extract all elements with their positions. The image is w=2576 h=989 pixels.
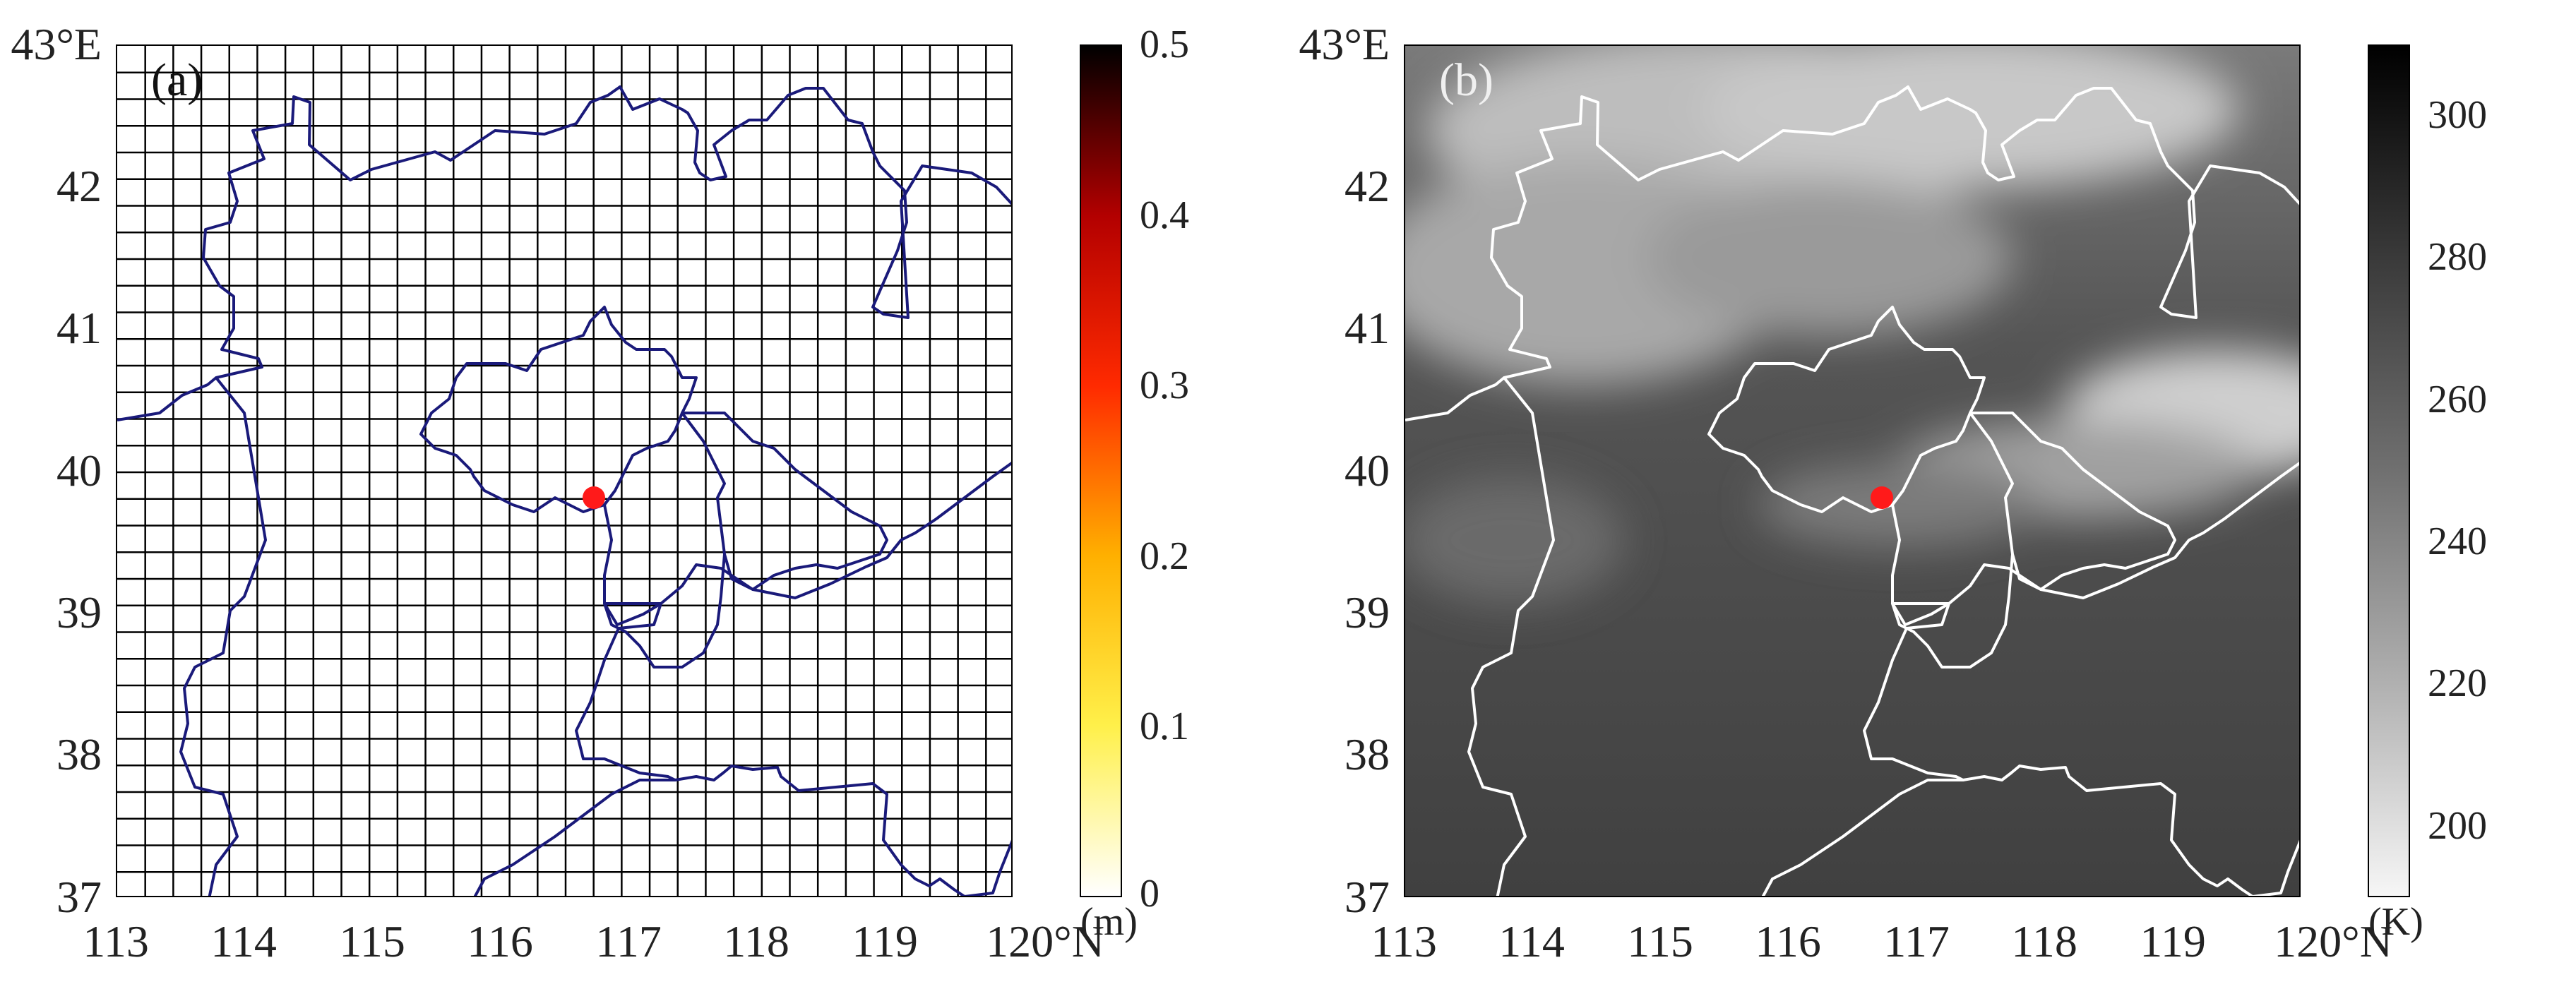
station-marker bbox=[1870, 486, 1893, 510]
panel-a: (a) 43°E 42 41 40 39 38 37 113 114 115 1… bbox=[11, 19, 1189, 966]
x-tick-label: 113 bbox=[1371, 916, 1437, 966]
y-tick-label: 37 bbox=[56, 872, 102, 922]
beijing-boundary bbox=[419, 306, 698, 513]
tianjin-boundary bbox=[681, 412, 888, 591]
hebei-western-boundary bbox=[179, 376, 267, 896]
x-tick-label: 117 bbox=[595, 916, 662, 966]
x-tick-label: 115 bbox=[1627, 916, 1693, 966]
x-tick-label: 114 bbox=[210, 916, 277, 966]
hebei-outer-boundary bbox=[117, 85, 1011, 421]
inner-boundary-line bbox=[603, 504, 726, 669]
x-tick-label: 120°N bbox=[986, 916, 1104, 966]
colorbar bbox=[2368, 44, 2410, 897]
y-tick-label: 38 bbox=[1344, 729, 1390, 779]
y-tick-label: 43°E bbox=[11, 19, 102, 69]
shandong-henan-boundary bbox=[1761, 779, 1963, 896]
model-grid bbox=[117, 46, 1011, 896]
panel-label-a: (a) bbox=[151, 54, 203, 106]
x-tick-label: 118 bbox=[2011, 916, 2077, 966]
beijing-boundary bbox=[1707, 306, 1986, 513]
hebei-southern-boundary bbox=[1863, 461, 2299, 896]
x-tick-label: 115 bbox=[339, 916, 405, 966]
x-tick-label: 116 bbox=[1755, 916, 1821, 966]
map-canvas bbox=[117, 46, 1011, 896]
x-tick-label: 120°N bbox=[2274, 916, 2392, 966]
colorbar bbox=[1080, 44, 1122, 897]
colorbar-tick-label: 240 bbox=[2428, 520, 2487, 563]
colorbar-tick-label: 200 bbox=[2428, 804, 2487, 848]
y-tick-label: 40 bbox=[56, 445, 102, 496]
x-tick-label: 114 bbox=[1498, 916, 1565, 966]
y-tick-label: 42 bbox=[1344, 161, 1390, 211]
y-tick-label: 39 bbox=[1344, 587, 1390, 637]
panel-label-b: (b) bbox=[1439, 54, 1493, 106]
colorbar-tick-label: 0.3 bbox=[1140, 364, 1189, 407]
y-tick-label: 41 bbox=[1344, 303, 1390, 353]
shandong-henan-boundary bbox=[473, 779, 675, 896]
y-tick-label: 37 bbox=[1344, 872, 1390, 922]
x-tick-label: 119 bbox=[2140, 916, 2206, 966]
y-tick-label: 40 bbox=[1344, 445, 1390, 496]
x-tick-label: 116 bbox=[467, 916, 533, 966]
satellite-canvas bbox=[1405, 46, 2299, 896]
colorbar-tick-label: 220 bbox=[2428, 661, 2487, 705]
colorbar-unit-label: (m) bbox=[1080, 900, 1138, 944]
colorbar-tick-label: 0.2 bbox=[1140, 534, 1189, 578]
hebei-southern-boundary bbox=[575, 461, 1011, 896]
colorbar-tick-label: 0.4 bbox=[1140, 193, 1189, 237]
province-boundaries bbox=[1405, 85, 2299, 896]
y-tick-label: 42 bbox=[56, 161, 102, 211]
tianjin-boundary bbox=[1969, 412, 2176, 591]
colorbar-tick-label: 0.1 bbox=[1140, 705, 1189, 748]
colorbar-tick-label: 300 bbox=[2428, 93, 2487, 137]
hebei-western-boundary bbox=[1467, 376, 1555, 896]
y-tick-label: 43°E bbox=[1299, 19, 1390, 69]
province-boundaries bbox=[117, 85, 1011, 896]
x-tick-label: 113 bbox=[83, 916, 149, 966]
colorbar-tick-label: 280 bbox=[2428, 235, 2487, 279]
y-tick-label: 38 bbox=[56, 729, 102, 779]
x-tick-label: 117 bbox=[1883, 916, 1950, 966]
map-plot-area: (a) bbox=[116, 44, 1013, 897]
x-tick-label: 118 bbox=[723, 916, 789, 966]
x-tick-label: 119 bbox=[852, 916, 918, 966]
inner-boundary-line bbox=[1891, 504, 2014, 669]
colorbar-tick-label: 260 bbox=[2428, 378, 2487, 421]
station-marker bbox=[582, 486, 605, 510]
colorbar-unit-label: (K) bbox=[2368, 900, 2423, 944]
colorbar-tick-label: 0.5 bbox=[1140, 23, 1189, 66]
colorbar-tick-label: 0 bbox=[1140, 872, 1159, 916]
panel-b: (b) 43°E 42 41 40 39 38 37 113 114 115 1… bbox=[1288, 0, 2576, 989]
y-tick-label: 39 bbox=[56, 587, 102, 637]
cloud-field bbox=[1405, 46, 2299, 604]
hebei-outer-boundary bbox=[1405, 85, 2299, 421]
satellite-plot-area: (b) bbox=[1404, 44, 2301, 897]
y-tick-label: 41 bbox=[56, 303, 102, 353]
